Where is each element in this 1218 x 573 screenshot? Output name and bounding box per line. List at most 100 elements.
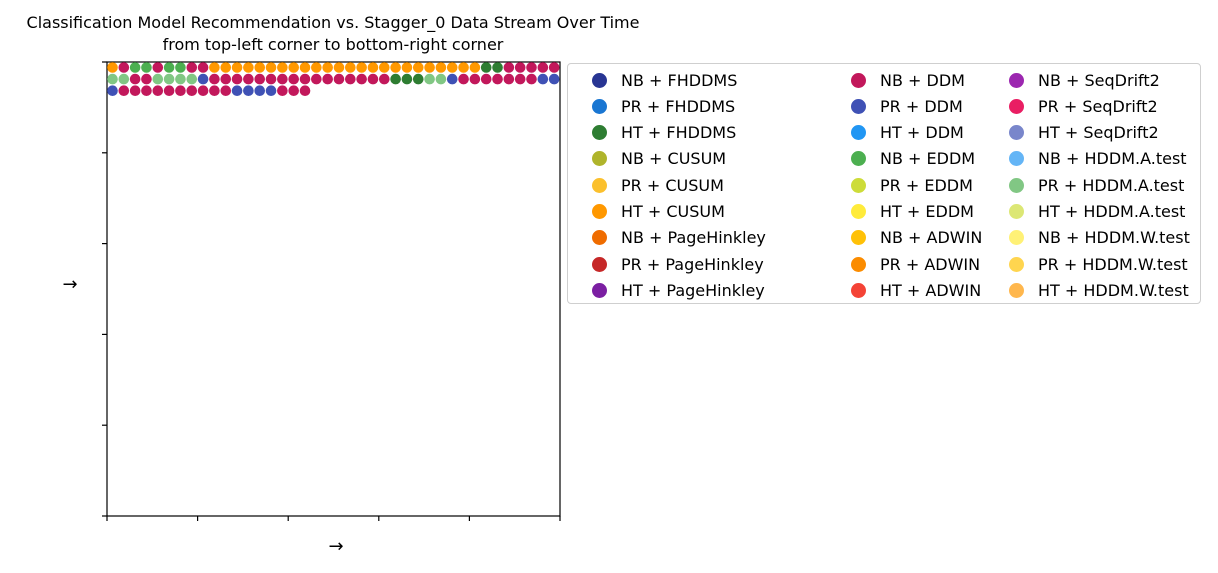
data-point: NB + DDM bbox=[277, 73, 288, 85]
legend-label: PR + PageHinkley bbox=[621, 254, 764, 274]
legend-label: NB + HDDM.W.test bbox=[1038, 228, 1190, 248]
data-point: NB + DDM bbox=[129, 73, 141, 85]
data-point: HT + FHDDMS bbox=[390, 73, 401, 85]
data-point: HT + CUSUM bbox=[311, 62, 322, 73]
legend-marker bbox=[1009, 256, 1024, 272]
data-point: NB + DDM bbox=[220, 73, 232, 85]
legend-item: PR + SeqDrift2 bbox=[1009, 93, 1158, 119]
legend-item: NB + HDDM.A.test bbox=[1009, 146, 1187, 172]
data-point: NB + EDDM bbox=[129, 62, 141, 73]
legend-item: PR + PageHinkley bbox=[592, 251, 764, 277]
data-point: NB + DDM bbox=[367, 73, 379, 85]
legend-item: PR + FHDDMS bbox=[592, 93, 735, 119]
data-point: NB + DDM bbox=[379, 73, 390, 85]
legend-marker bbox=[592, 256, 607, 272]
data-point: HT + CUSUM bbox=[209, 62, 220, 73]
legend: NB + FHDDMS PR + FHDDMS HT + FHDDMS NB + CU… bbox=[567, 63, 1201, 304]
data-point: HT + CUSUM bbox=[288, 62, 300, 73]
data-point: NB + DDM bbox=[537, 62, 549, 73]
data-point: PR + DDM bbox=[265, 85, 277, 96]
legend-label: NB + ADWIN bbox=[880, 228, 983, 248]
data-point: NB + DDM bbox=[209, 85, 220, 96]
chart-title-line-1: Classification Model Recommendation vs. … bbox=[26, 13, 640, 32]
legend-item: NB + FHDDMS bbox=[592, 67, 737, 93]
legend-label: HT + FHDDMS bbox=[621, 123, 737, 143]
data-point: HT + FHDDMS bbox=[492, 62, 503, 73]
data-point: NB + DDM bbox=[526, 73, 537, 85]
data-point: HT + CUSUM bbox=[469, 62, 481, 73]
legend-marker bbox=[592, 204, 607, 219]
legend-item: NB + HDDM.W.test bbox=[1009, 225, 1190, 251]
data-point: NB + DDM bbox=[175, 85, 186, 96]
data-point: NB + DDM bbox=[152, 85, 164, 96]
legend-label: NB + HDDM.A.test bbox=[1038, 149, 1187, 169]
data-point: PR + HDDM.A.test bbox=[424, 73, 435, 85]
legend-item: HT + HDDM.W.test bbox=[1009, 277, 1189, 303]
legend-marker bbox=[592, 230, 607, 246]
legend-label: NB + EDDM bbox=[880, 149, 976, 169]
legend-label: PR + SeqDrift2 bbox=[1038, 96, 1158, 116]
legend-item: HT + ADWIN bbox=[851, 277, 981, 303]
legend-label: PR + HDDM.A.test bbox=[1038, 175, 1185, 195]
legend-label: PR + EDDM bbox=[880, 175, 973, 195]
data-point: PR + DDM bbox=[446, 73, 458, 85]
data-point: NB + DDM bbox=[288, 73, 300, 85]
data-point: PR + DDM bbox=[231, 85, 243, 96]
legend-label: NB + PageHinkley bbox=[621, 228, 766, 248]
data-point: NB + DDM bbox=[503, 73, 515, 85]
data-point: HT + CUSUM bbox=[333, 62, 345, 73]
data-point: NB + DDM bbox=[548, 62, 560, 73]
legend-marker bbox=[851, 72, 866, 88]
legend-marker bbox=[1009, 230, 1024, 246]
data-point: HT + CUSUM bbox=[322, 62, 333, 73]
legend-label: HT + HDDM.A.test bbox=[1038, 202, 1186, 221]
legend-label: HT + CUSUM bbox=[621, 202, 725, 221]
data-point: NB + DDM bbox=[197, 85, 209, 96]
data-point: NB + EDDM bbox=[163, 62, 175, 73]
legend-marker bbox=[851, 151, 866, 167]
data-point: PR + DDM bbox=[548, 73, 560, 85]
legend-label: HT + DDM bbox=[880, 123, 964, 143]
legend-item: NB + EDDM bbox=[851, 146, 975, 172]
data-point: HT + CUSUM bbox=[277, 62, 288, 73]
data-point: NB + DDM bbox=[356, 73, 367, 85]
data-point: HT + CUSUM bbox=[390, 62, 401, 73]
data-point: NB + EDDM bbox=[141, 62, 152, 73]
data-point: PR + HDDM.A.test bbox=[435, 73, 447, 85]
legend-marker bbox=[1009, 204, 1024, 219]
legend-item: NB + ADWIN bbox=[851, 225, 982, 251]
data-point: NB + DDM bbox=[152, 62, 164, 73]
legend-item: PR + DDM bbox=[851, 93, 963, 119]
legend-item: PR + CUSUM bbox=[592, 172, 724, 198]
legend-item: NB + SeqDrift2 bbox=[1009, 67, 1160, 93]
legend-item: HT + EDDM bbox=[851, 199, 974, 225]
data-point: HT + CUSUM bbox=[356, 62, 367, 73]
legend-label: NB + DDM bbox=[880, 70, 965, 90]
legend-label: PR + ADWIN bbox=[880, 254, 981, 274]
legend-label: NB + FHDDMS bbox=[621, 70, 738, 90]
data-point: NB + DDM bbox=[186, 62, 198, 73]
data-point: HT + CUSUM bbox=[254, 62, 266, 73]
data-point: NB + DDM bbox=[277, 85, 288, 96]
legend-item: HT + FHDDMS bbox=[592, 120, 736, 146]
data-point: PR + HDDM.A.test bbox=[175, 73, 186, 85]
legend-item: PR + ADWIN bbox=[851, 251, 980, 277]
data-point: HT + CUSUM bbox=[107, 62, 118, 73]
legend-marker bbox=[851, 256, 866, 272]
data-point: NB + DDM bbox=[243, 73, 254, 85]
legend-label: NB + CUSUM bbox=[621, 149, 727, 169]
data-point: HT + CUSUM bbox=[243, 62, 254, 73]
legend-marker bbox=[1009, 282, 1024, 298]
legend-marker bbox=[1009, 72, 1024, 88]
legend-marker bbox=[592, 125, 607, 141]
legend-marker bbox=[592, 282, 607, 298]
data-point: NB + DDM bbox=[220, 85, 232, 96]
legend-label: HT + HDDM.W.test bbox=[1038, 280, 1189, 300]
data-point: NB + DDM bbox=[514, 62, 526, 73]
legend-label: PR + HDDM.W.test bbox=[1038, 254, 1188, 274]
data-point: NB + DDM bbox=[265, 73, 277, 85]
data-point: NB + DDM bbox=[186, 85, 198, 96]
data-point: HT + CUSUM bbox=[379, 62, 390, 73]
data-point: NB + DDM bbox=[514, 73, 526, 85]
